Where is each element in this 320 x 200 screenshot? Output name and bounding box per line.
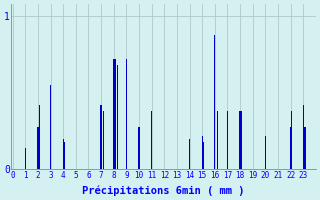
Bar (203, 142, 204, 169)
Bar (214, 35, 215, 169)
Bar (227, 111, 228, 169)
Bar (151, 111, 152, 169)
Bar (64, 142, 65, 169)
Bar (138, 127, 140, 169)
Bar (126, 59, 127, 169)
Bar (103, 111, 104, 169)
Bar (113, 59, 114, 169)
Bar (265, 136, 266, 169)
Bar (39, 105, 40, 169)
Bar (117, 65, 118, 169)
Bar (305, 127, 306, 169)
Bar (100, 105, 102, 169)
Bar (239, 111, 241, 169)
Bar (304, 127, 305, 169)
Bar (189, 139, 190, 169)
Bar (25, 148, 26, 169)
Bar (50, 85, 51, 169)
Bar (202, 136, 203, 169)
Bar (63, 139, 64, 169)
Bar (303, 105, 304, 169)
X-axis label: Précipitations 6min ( mm ): Précipitations 6min ( mm ) (82, 185, 245, 196)
Bar (290, 127, 291, 169)
Bar (241, 111, 242, 169)
Bar (217, 111, 218, 169)
Bar (37, 127, 39, 169)
Bar (114, 59, 116, 169)
Bar (291, 111, 292, 169)
